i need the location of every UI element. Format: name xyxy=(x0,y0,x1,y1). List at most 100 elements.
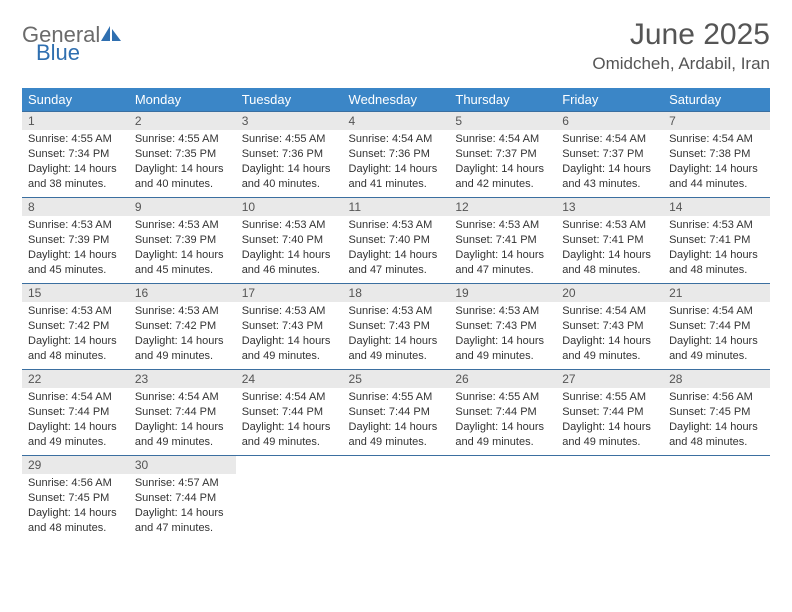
location-subtitle: Omidcheh, Ardabil, Iran xyxy=(592,54,770,74)
daylight-text: and 49 minutes. xyxy=(135,435,230,450)
sunrise-text: Sunrise: 4:55 AM xyxy=(28,132,123,147)
day-number: 22 xyxy=(22,370,129,388)
logo-text-blue: Blue xyxy=(36,42,80,64)
day-number: 17 xyxy=(236,284,343,302)
day-details: Sunrise: 4:53 AMSunset: 7:40 PMDaylight:… xyxy=(343,216,450,281)
daylight-text: Daylight: 14 hours xyxy=(669,420,764,435)
daylight-text: Daylight: 14 hours xyxy=(562,248,657,263)
calendar-day-cell: 8Sunrise: 4:53 AMSunset: 7:39 PMDaylight… xyxy=(22,198,129,284)
day-number: 6 xyxy=(556,112,663,130)
calendar-day-cell: 22Sunrise: 4:54 AMSunset: 7:44 PMDayligh… xyxy=(22,370,129,456)
sunrise-text: Sunrise: 4:53 AM xyxy=(28,218,123,233)
sunset-text: Sunset: 7:45 PM xyxy=(28,491,123,506)
daylight-text: Daylight: 14 hours xyxy=(669,162,764,177)
calendar-day-cell: 30Sunrise: 4:57 AMSunset: 7:44 PMDayligh… xyxy=(129,456,236,542)
day-number: 19 xyxy=(449,284,556,302)
sunset-text: Sunset: 7:37 PM xyxy=(455,147,550,162)
logo: General Blue xyxy=(22,18,122,64)
calendar-week-row: 15Sunrise: 4:53 AMSunset: 7:42 PMDayligh… xyxy=(22,284,770,370)
day-details: Sunrise: 4:53 AMSunset: 7:43 PMDaylight:… xyxy=(449,302,556,367)
daylight-text: and 48 minutes. xyxy=(28,521,123,536)
month-title: June 2025 xyxy=(592,18,770,52)
day-number: 25 xyxy=(343,370,450,388)
daylight-text: and 44 minutes. xyxy=(669,177,764,192)
day-header-row: Sunday Monday Tuesday Wednesday Thursday… xyxy=(22,88,770,112)
calendar-day-cell: 23Sunrise: 4:54 AMSunset: 7:44 PMDayligh… xyxy=(129,370,236,456)
daylight-text: Daylight: 14 hours xyxy=(242,334,337,349)
sunrise-text: Sunrise: 4:54 AM xyxy=(669,304,764,319)
daylight-text: Daylight: 14 hours xyxy=(28,506,123,521)
day-details: Sunrise: 4:55 AMSunset: 7:35 PMDaylight:… xyxy=(129,130,236,195)
calendar-day-cell: 26Sunrise: 4:55 AMSunset: 7:44 PMDayligh… xyxy=(449,370,556,456)
sunrise-text: Sunrise: 4:54 AM xyxy=(28,390,123,405)
daylight-text: and 48 minutes. xyxy=(669,435,764,450)
sunrise-text: Sunrise: 4:54 AM xyxy=(562,304,657,319)
daylight-text: and 45 minutes. xyxy=(135,263,230,278)
daylight-text: and 49 minutes. xyxy=(28,435,123,450)
day-details: Sunrise: 4:53 AMSunset: 7:41 PMDaylight:… xyxy=(449,216,556,281)
day-details: Sunrise: 4:55 AMSunset: 7:44 PMDaylight:… xyxy=(556,388,663,453)
day-details: Sunrise: 4:53 AMSunset: 7:42 PMDaylight:… xyxy=(22,302,129,367)
calendar-day-cell: 2Sunrise: 4:55 AMSunset: 7:35 PMDaylight… xyxy=(129,112,236,198)
daylight-text: and 42 minutes. xyxy=(455,177,550,192)
sunset-text: Sunset: 7:44 PM xyxy=(669,319,764,334)
day-details: Sunrise: 4:54 AMSunset: 7:44 PMDaylight:… xyxy=(129,388,236,453)
calendar-day-cell: 24Sunrise: 4:54 AMSunset: 7:44 PMDayligh… xyxy=(236,370,343,456)
daylight-text: Daylight: 14 hours xyxy=(135,334,230,349)
daylight-text: Daylight: 14 hours xyxy=(28,162,123,177)
sunrise-text: Sunrise: 4:56 AM xyxy=(669,390,764,405)
daylight-text: and 48 minutes. xyxy=(562,263,657,278)
day-number: 21 xyxy=(663,284,770,302)
calendar-day-cell xyxy=(449,456,556,542)
day-number: 16 xyxy=(129,284,236,302)
sunrise-text: Sunrise: 4:53 AM xyxy=(562,218,657,233)
daylight-text: and 48 minutes. xyxy=(28,349,123,364)
title-block: June 2025 Omidcheh, Ardabil, Iran xyxy=(592,18,770,74)
day-number: 24 xyxy=(236,370,343,388)
calendar-week-row: 8Sunrise: 4:53 AMSunset: 7:39 PMDaylight… xyxy=(22,198,770,284)
day-details: Sunrise: 4:54 AMSunset: 7:44 PMDaylight:… xyxy=(22,388,129,453)
sunrise-text: Sunrise: 4:54 AM xyxy=(242,390,337,405)
day-number: 8 xyxy=(22,198,129,216)
sunset-text: Sunset: 7:43 PM xyxy=(349,319,444,334)
daylight-text: Daylight: 14 hours xyxy=(28,420,123,435)
calendar-day-cell: 10Sunrise: 4:53 AMSunset: 7:40 PMDayligh… xyxy=(236,198,343,284)
calendar-day-cell: 15Sunrise: 4:53 AMSunset: 7:42 PMDayligh… xyxy=(22,284,129,370)
day-details: Sunrise: 4:57 AMSunset: 7:44 PMDaylight:… xyxy=(129,474,236,539)
sunrise-text: Sunrise: 4:53 AM xyxy=(242,304,337,319)
day-details: Sunrise: 4:53 AMSunset: 7:39 PMDaylight:… xyxy=(129,216,236,281)
day-number: 3 xyxy=(236,112,343,130)
day-number: 13 xyxy=(556,198,663,216)
daylight-text: Daylight: 14 hours xyxy=(242,248,337,263)
day-header: Wednesday xyxy=(343,88,450,112)
daylight-text: and 45 minutes. xyxy=(28,263,123,278)
sunset-text: Sunset: 7:44 PM xyxy=(135,491,230,506)
sunrise-text: Sunrise: 4:54 AM xyxy=(455,132,550,147)
calendar-day-cell: 9Sunrise: 4:53 AMSunset: 7:39 PMDaylight… xyxy=(129,198,236,284)
sunrise-text: Sunrise: 4:54 AM xyxy=(349,132,444,147)
sunrise-text: Sunrise: 4:54 AM xyxy=(562,132,657,147)
daylight-text: Daylight: 14 hours xyxy=(349,334,444,349)
day-details: Sunrise: 4:53 AMSunset: 7:43 PMDaylight:… xyxy=(236,302,343,367)
day-number: 18 xyxy=(343,284,450,302)
day-number: 27 xyxy=(556,370,663,388)
day-details: Sunrise: 4:53 AMSunset: 7:43 PMDaylight:… xyxy=(343,302,450,367)
day-header: Saturday xyxy=(663,88,770,112)
daylight-text: Daylight: 14 hours xyxy=(562,420,657,435)
sunset-text: Sunset: 7:34 PM xyxy=(28,147,123,162)
day-header: Sunday xyxy=(22,88,129,112)
sunrise-text: Sunrise: 4:53 AM xyxy=(135,218,230,233)
sunset-text: Sunset: 7:40 PM xyxy=(349,233,444,248)
day-details: Sunrise: 4:54 AMSunset: 7:44 PMDaylight:… xyxy=(236,388,343,453)
calendar-day-cell xyxy=(343,456,450,542)
calendar-table: Sunday Monday Tuesday Wednesday Thursday… xyxy=(22,88,770,542)
calendar-day-cell: 28Sunrise: 4:56 AMSunset: 7:45 PMDayligh… xyxy=(663,370,770,456)
sunset-text: Sunset: 7:44 PM xyxy=(28,405,123,420)
day-header: Monday xyxy=(129,88,236,112)
sunset-text: Sunset: 7:44 PM xyxy=(562,405,657,420)
daylight-text: Daylight: 14 hours xyxy=(135,162,230,177)
calendar-day-cell: 4Sunrise: 4:54 AMSunset: 7:36 PMDaylight… xyxy=(343,112,450,198)
daylight-text: Daylight: 14 hours xyxy=(135,248,230,263)
header: General Blue June 2025 Omidcheh, Ardabil… xyxy=(22,18,770,74)
sunset-text: Sunset: 7:36 PM xyxy=(242,147,337,162)
